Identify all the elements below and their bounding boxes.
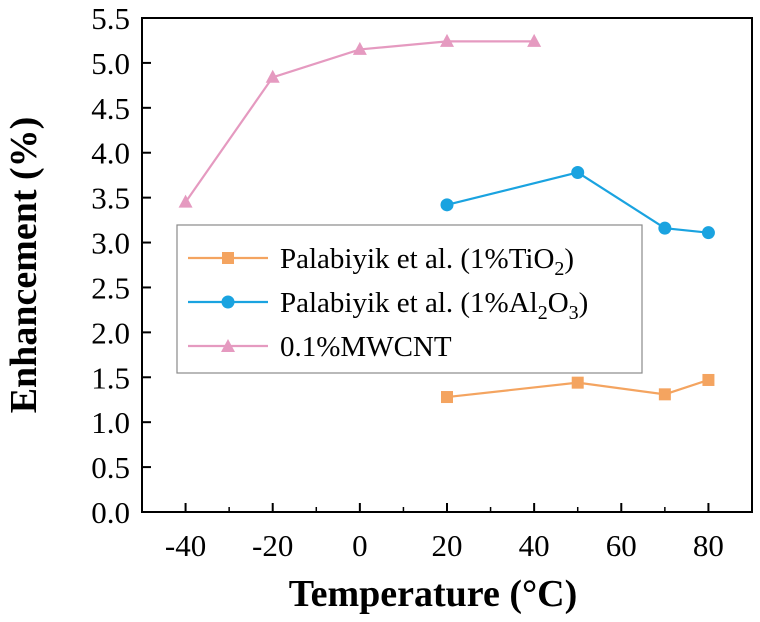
y-tick-label: 5.0 — [91, 46, 130, 81]
series-tio2 — [441, 373, 715, 404]
legend-label-al2o3-main: Palabiyik et al. (1%Al — [280, 287, 538, 319]
data-point — [527, 33, 542, 47]
x-tick-label: -20 — [252, 528, 293, 563]
data-point — [440, 198, 454, 212]
y-tick-label: 4.0 — [91, 136, 130, 171]
data-point — [441, 391, 453, 404]
series-al2o3 — [440, 165, 715, 240]
series-layer — [178, 33, 715, 404]
series-line-tio2 — [446, 378, 709, 399]
legend: Palabiyik et al. (1%TiO2) Palabiyik et a… — [176, 224, 643, 374]
y-tick-label: 0.0 — [91, 495, 130, 530]
y-tick-label: 2.5 — [91, 270, 130, 305]
x-tick-label: 60 — [606, 528, 637, 563]
legend-label-al2o3-sub2: 3 — [569, 302, 579, 324]
legend-label-al2o3-mid: O — [548, 287, 569, 319]
legend-label-tio2-sub: 2 — [554, 258, 564, 280]
x-tick-label: 20 — [432, 528, 463, 563]
data-point — [658, 221, 672, 235]
y-axis: 0.0 0.5 1.0 1.5 2.0 2.5 3.0 3.5 4.0 4.5 5.0 5.5 — [91, 1, 151, 530]
y-tick-label: 2.0 — [91, 315, 130, 350]
data-point — [658, 388, 671, 401]
legend-entry-al2o3: Palabiyik et al. (1%Al2O3) — [188, 287, 588, 324]
y-tick-label: 5.5 — [91, 1, 130, 36]
x-tick-label: -40 — [165, 528, 206, 563]
legend-entry-mwcnt: 0.1%MWCNT — [188, 331, 452, 363]
data-point — [702, 373, 715, 386]
x-axis-title: Temperature (°C) — [289, 573, 578, 615]
legend-marker-mwcnt — [221, 339, 235, 352]
x-tick-label: 80 — [693, 528, 724, 563]
data-point — [571, 376, 584, 389]
series-mwcnt — [178, 33, 542, 208]
x-tick-label: 40 — [519, 528, 550, 563]
y-tick-label: 3.0 — [91, 226, 130, 261]
data-point — [571, 165, 585, 179]
y-tick-label: 1.5 — [91, 360, 130, 395]
data-point — [352, 41, 367, 55]
legend-label-mwcnt: 0.1%MWCNT — [280, 331, 452, 363]
legend-marker-tio2 — [222, 252, 234, 264]
legend-label-al2o3-tail: ) — [579, 287, 589, 319]
series-line-al2o3 — [446, 171, 709, 234]
x-tick-label: 0 — [352, 528, 368, 563]
legend-marker-al2o3 — [221, 295, 235, 309]
legend-label-al2o3-sub: 2 — [538, 302, 548, 324]
y-tick-label: 3.5 — [91, 181, 130, 216]
y-tick-label: 4.5 — [91, 91, 130, 126]
data-point — [178, 194, 193, 208]
y-tick-label: 1.0 — [91, 405, 130, 440]
data-point — [440, 33, 454, 47]
series-line-mwcnt — [184, 40, 535, 203]
legend-label-al2o3: Palabiyik et al. (1%Al2O3) — [280, 287, 588, 324]
data-point — [265, 69, 280, 83]
y-tick-label: 0.5 — [91, 450, 130, 485]
data-point — [701, 226, 715, 240]
y-axis-title: Enhancement (%) — [3, 117, 45, 414]
x-axis: -40 -20 0 20 40 60 80 — [141, 503, 753, 563]
legend-box — [176, 224, 643, 374]
legend-label-tio2-tail: ) — [564, 243, 574, 275]
legend-label-tio2: Palabiyik et al. (1%TiO2) — [280, 243, 574, 280]
legend-label-tio2-main: Palabiyik et al. (1%TiO — [280, 243, 554, 275]
legend-entry-tio2: Palabiyik et al. (1%TiO2) — [188, 243, 574, 280]
